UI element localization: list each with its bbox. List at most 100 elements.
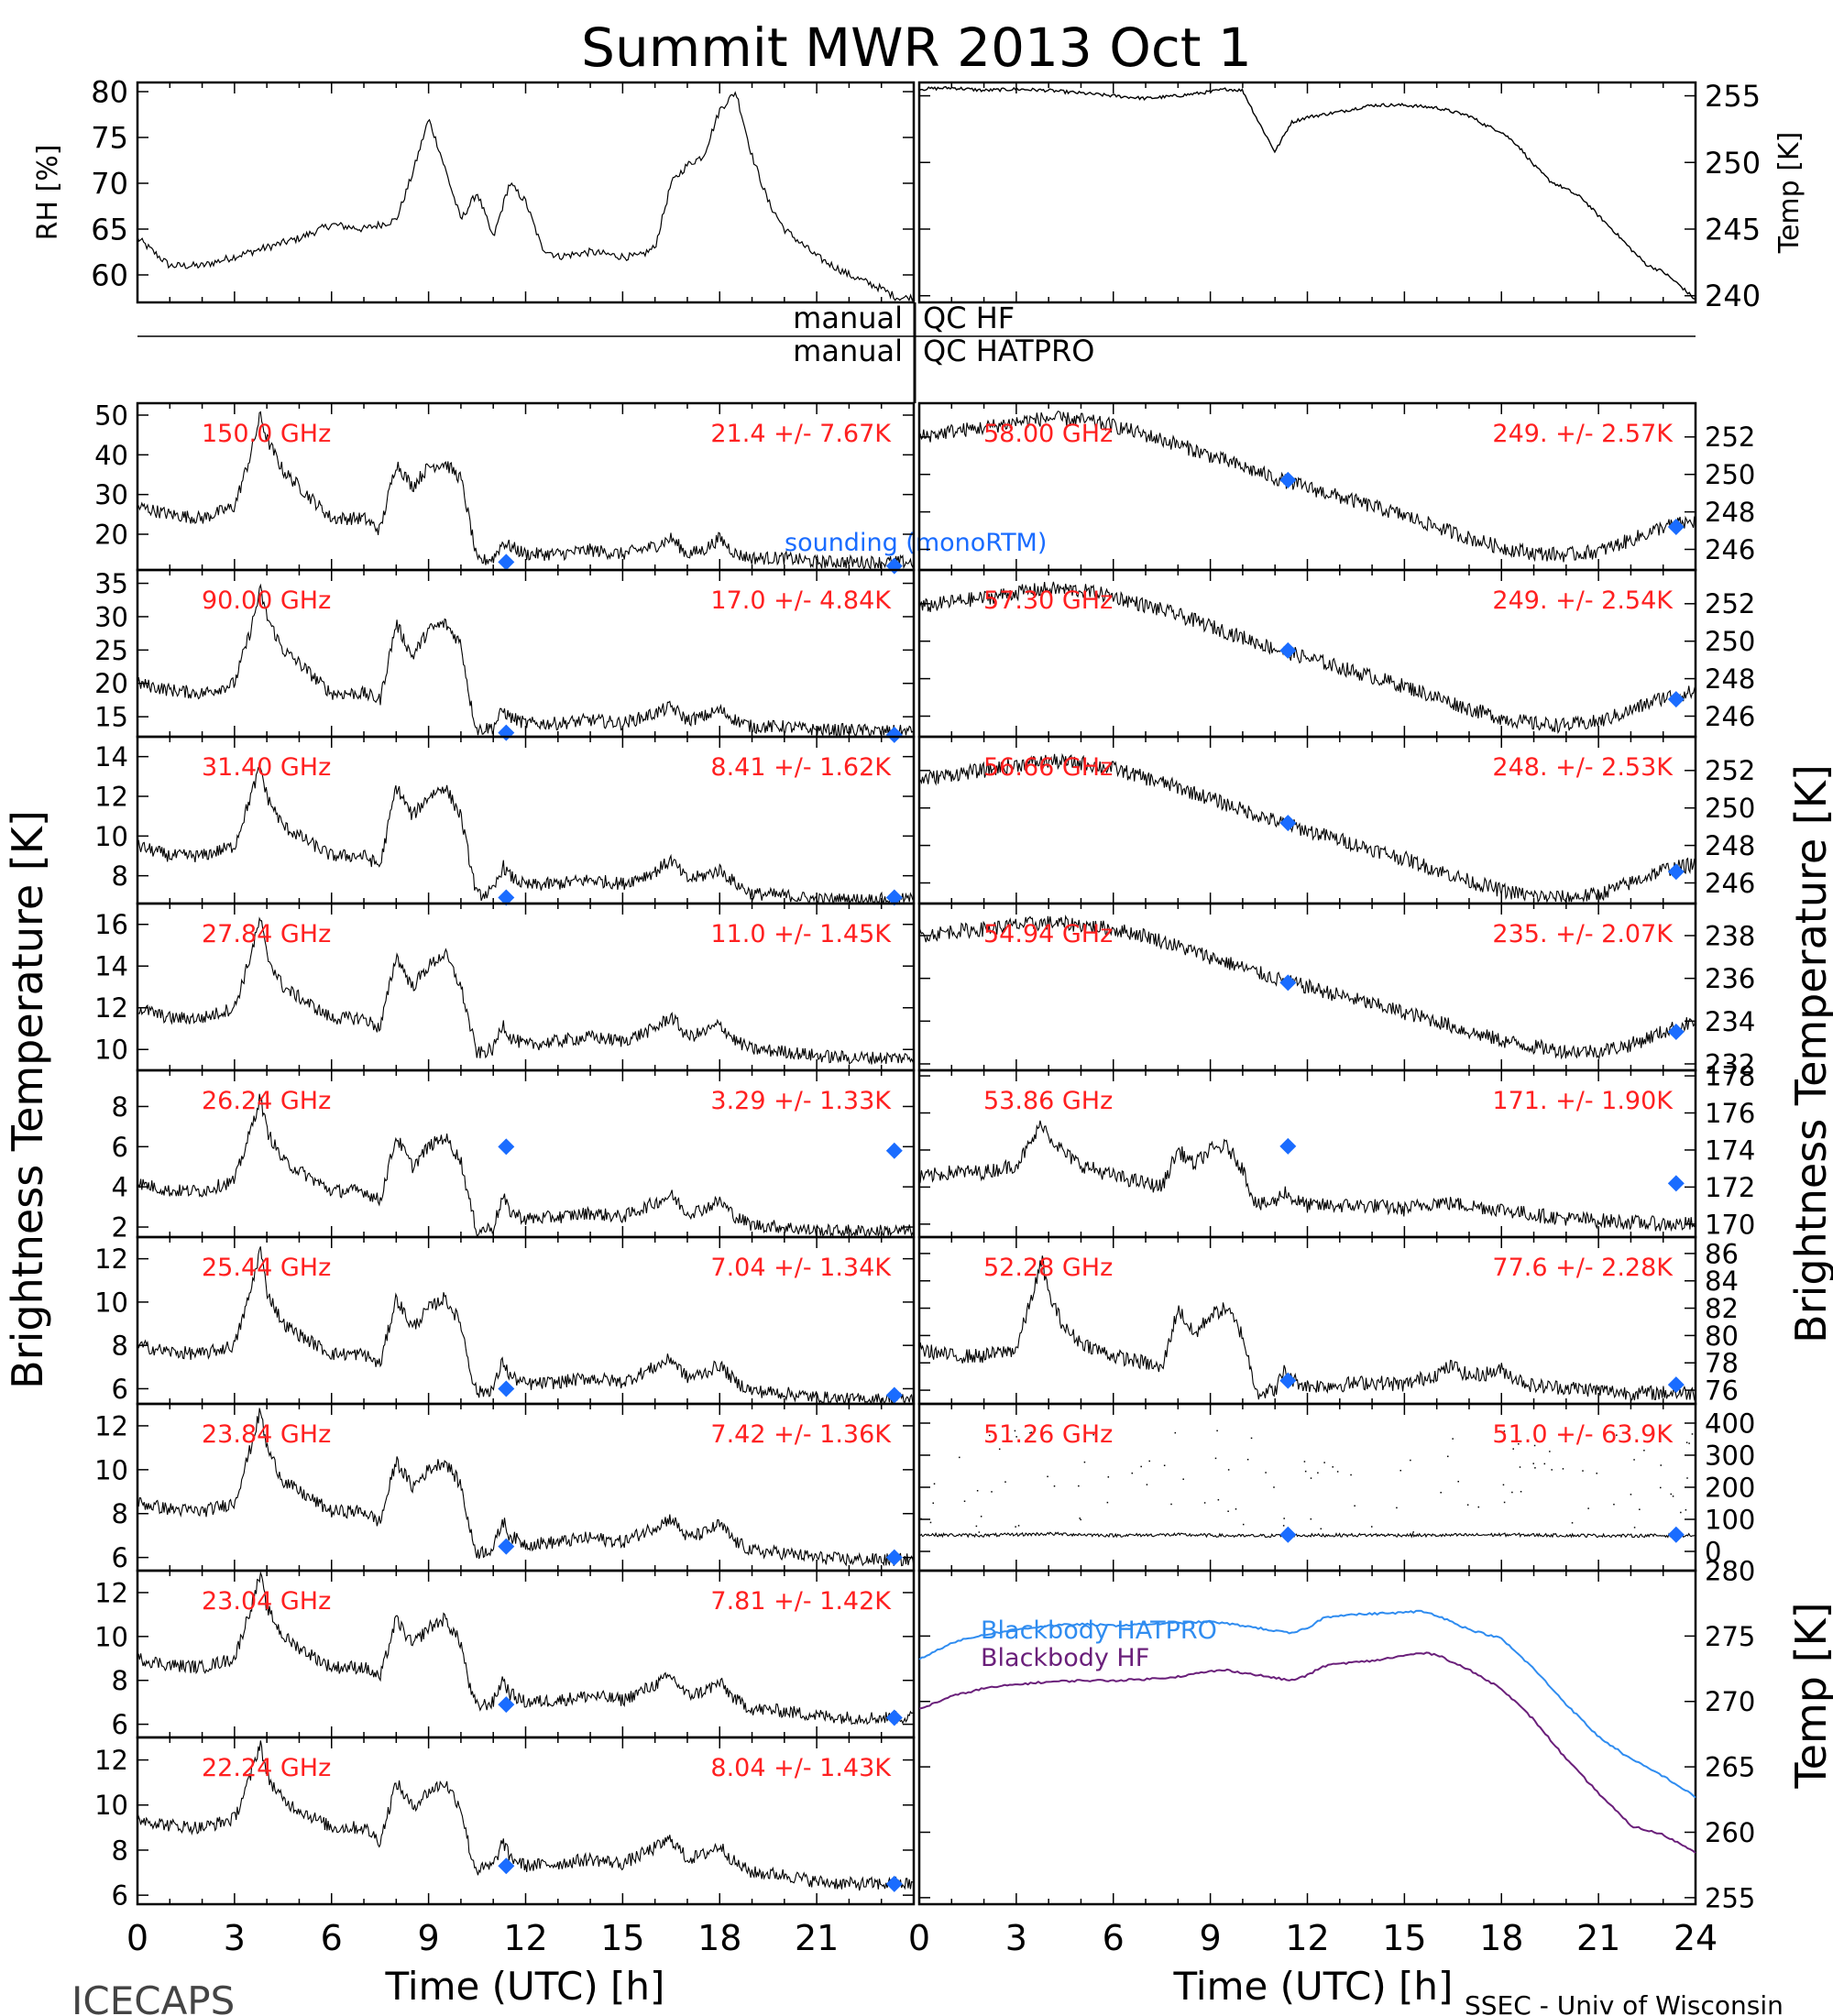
y-tick-label: 248 (1705, 663, 1755, 695)
y-tick-label: 246 (1705, 701, 1755, 732)
outlier-point (1587, 1507, 1589, 1509)
y-tick-label: 178 (1705, 1061, 1755, 1092)
panel-tb2224: 6 8 10 12 22.24 GHz 8.04 +/- 1.43K (94, 1736, 916, 1912)
footer-credit: SSEC - Univ of Wisconsin (1465, 1990, 1784, 2016)
sounding-marker (1279, 815, 1297, 832)
outlier-point (1370, 1526, 1373, 1528)
tb2224-trace (137, 1740, 915, 1891)
y-tick-label: 172 (1705, 1172, 1755, 1203)
outlier-point (929, 1521, 932, 1524)
outlier-point (1502, 1484, 1505, 1486)
y-tick-label: 84 (1705, 1265, 1739, 1297)
outlier-point (1317, 1472, 1319, 1474)
legend-bb-hatpro: Blackbody HATPRO (981, 1616, 1217, 1645)
outlier-point (1227, 1469, 1230, 1471)
tb5386-trace (918, 1120, 1696, 1233)
sounding-marker (498, 1696, 515, 1714)
tb2304-trace (137, 1571, 915, 1726)
stats-label: 7.04 +/- 1.34K (710, 1254, 892, 1282)
stats-label: 21.4 +/- 7.67K (710, 420, 892, 448)
y-tick-label: 78 (1705, 1348, 1739, 1379)
stats-label: 249. +/- 2.54K (1492, 586, 1674, 615)
y-tick-label: 10 (94, 1287, 128, 1318)
x-tick-label: 0 (908, 1918, 930, 1958)
outlier-point (1518, 1442, 1520, 1445)
outlier-point (1691, 1433, 1694, 1435)
outlier-point (1503, 1501, 1506, 1504)
x-axis-label-right: Time (UTC) [h] (1173, 1964, 1454, 2009)
sounding-marker (885, 726, 903, 743)
outlier-point (1643, 1450, 1645, 1452)
y-tick-label: 250 (1705, 626, 1755, 657)
outlier-point (1242, 1523, 1245, 1526)
sounding-marker (1279, 471, 1297, 488)
outlier-point (1672, 1496, 1674, 1497)
sounding-marker (498, 1138, 515, 1156)
y-tick-label: 80 (1705, 1320, 1739, 1352)
x-tick-label: 3 (224, 1918, 246, 1958)
sounding-marker (885, 1549, 903, 1566)
tb5126-trace (918, 1531, 1696, 1539)
x-tick-label: 0 (126, 1918, 148, 1958)
y-tick-label: 76 (1705, 1375, 1739, 1407)
sounding-marker (1667, 691, 1685, 708)
outlier-point (1440, 1491, 1442, 1494)
outlier-point (1680, 1511, 1682, 1514)
y-tick-label: 250 (1705, 793, 1755, 824)
outlier-point (1350, 1474, 1352, 1476)
sounding-marker (1667, 1376, 1685, 1394)
y-tick-label: 252 (1705, 422, 1755, 453)
y-tick-label: 30 (94, 601, 128, 632)
outlier-point (1310, 1477, 1312, 1479)
sounding-marker (885, 1386, 903, 1404)
frequency-label: 31.40 GHz (202, 753, 331, 782)
x-tick-label: 15 (1382, 1918, 1426, 1958)
outlier-point (1163, 1464, 1166, 1466)
tb90-trace (137, 583, 915, 738)
y-tick-label: 250 (1705, 146, 1761, 181)
frequency-label: 58.00 GHz (983, 420, 1113, 448)
y-tick-label: 300 (1705, 1440, 1755, 1471)
outlier-point (1543, 1463, 1546, 1465)
panel-tb5490: 232 234 236 238 54.94 GHz 235. +/- 2.07K (917, 902, 1755, 1079)
outlier-point (1660, 1464, 1663, 1466)
stats-label: 51.0 +/- 63.9K (1492, 1420, 1674, 1449)
stats-label: 7.42 +/- 1.36K (710, 1420, 892, 1449)
outlier-point (932, 1502, 934, 1505)
tb5666-trace (918, 752, 1696, 904)
blackbody-series-line (918, 1609, 1696, 1799)
outlier-point (1004, 1481, 1006, 1483)
outlier-point (988, 1434, 991, 1437)
legend-sounding: sounding (monoRTM) (785, 529, 1047, 557)
sounding-marker (1279, 1137, 1297, 1155)
outlier-point (1520, 1490, 1522, 1493)
tb2544-trace (137, 1246, 914, 1405)
x-tick-label: 18 (1479, 1918, 1523, 1958)
y-tick-label: 10 (94, 821, 128, 852)
outlier-point (1410, 1459, 1411, 1462)
y-tick-label: 86 (1705, 1238, 1739, 1269)
y-tick-label: 70 (91, 167, 128, 202)
outlier-point (1639, 1508, 1641, 1510)
y-tick-label: 82 (1705, 1293, 1739, 1324)
outlier-point (1633, 1527, 1636, 1528)
y-tick-label: 12 (94, 1577, 128, 1608)
panel-tb2384: 6 8 10 12 23.84 GHz 7.42 +/- 1.36K (94, 1402, 916, 1573)
outlier-point (1174, 1431, 1177, 1434)
sounding-marker (498, 889, 515, 906)
sounding-marker (1279, 1372, 1297, 1389)
y-tick-label: 12 (94, 1410, 128, 1441)
sounding-marker (498, 1857, 515, 1875)
outlier-point (1466, 1504, 1469, 1506)
y-tick-label: 6 (112, 1374, 128, 1405)
x-tick-label: 15 (600, 1918, 644, 1958)
frequency-label: 54.94 GHz (983, 920, 1113, 948)
outlier-point (1613, 1503, 1615, 1506)
outlier-point (1596, 1473, 1598, 1474)
y-tick-label: 10 (94, 1621, 128, 1652)
outlier-point (1214, 1457, 1217, 1460)
outlier-point (1140, 1465, 1142, 1468)
outlier-point (998, 1448, 1001, 1451)
